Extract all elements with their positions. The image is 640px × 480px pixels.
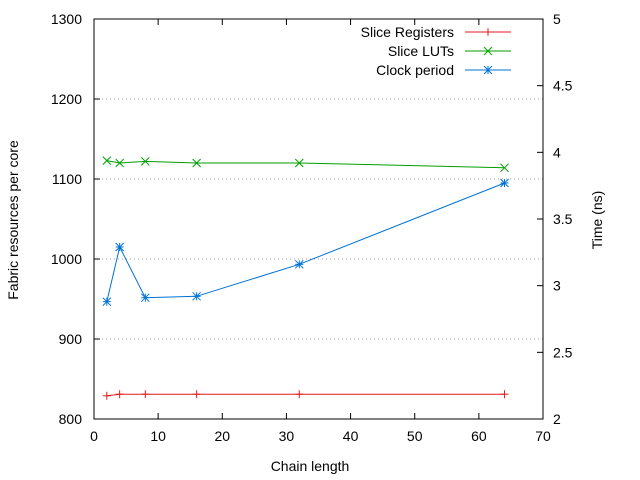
x-axis-label: Chain length xyxy=(271,458,350,474)
data-point-clock-period xyxy=(294,259,304,269)
legend-label-clock-period: Clock period xyxy=(376,62,454,78)
y-tick-label: 1100 xyxy=(52,171,82,187)
series-line-slice-luts xyxy=(106,160,505,169)
x-tick-label: 50 xyxy=(407,428,423,444)
y2-tick-label: 3.5 xyxy=(553,211,573,227)
y-tick-label: 1200 xyxy=(51,91,82,107)
y2-tick-label: 2 xyxy=(553,411,561,427)
data-point-slice-luts xyxy=(500,163,509,173)
y-tick-label: 1300 xyxy=(51,11,82,27)
data-point-slice-registers xyxy=(500,390,509,399)
y2-axis-label: Time (ns) xyxy=(589,191,605,250)
data-point-clock-period xyxy=(102,297,112,307)
y2-tick-label: 2.5 xyxy=(553,344,573,360)
x-tick-label: 60 xyxy=(471,428,487,444)
x-tick-label: 20 xyxy=(214,428,230,444)
legend: Slice Registers Slice LUTs Clock period xyxy=(361,24,511,78)
data-point-clock-period xyxy=(500,178,509,188)
data-point-slice-registers xyxy=(102,391,111,400)
data-point-clock-period xyxy=(115,242,125,252)
data-point-slice-luts xyxy=(102,156,112,165)
y-axis-label: Fabric resources per core xyxy=(5,140,21,300)
y2-tick-label: 4.5 xyxy=(553,78,573,94)
data-point-slice-luts xyxy=(192,158,201,168)
y2-tick-label: 5 xyxy=(553,11,561,27)
x-tick-label: 40 xyxy=(343,428,359,444)
legend-marker-slice-registers xyxy=(484,28,492,36)
data-point-clock-period xyxy=(140,293,150,303)
x-tick-label: 30 xyxy=(279,428,295,444)
y-tick-label: 1000 xyxy=(51,251,82,267)
series-line-slice-registers xyxy=(106,393,505,397)
legend-label-slice-luts: Slice LUTs xyxy=(388,43,454,59)
legend-label-slice-registers: Slice Registers xyxy=(361,24,454,40)
x-tick-label: 10 xyxy=(150,428,166,444)
plot-frame xyxy=(93,18,544,420)
y2-tick-label: 3 xyxy=(553,278,561,294)
data-point-slice-luts xyxy=(115,158,125,168)
legend-marker-clock-period xyxy=(483,65,493,75)
y-tick-label: 800 xyxy=(59,411,83,427)
data-point-clock-period xyxy=(192,291,201,301)
y-tick-label: 900 xyxy=(59,331,83,347)
data-point-slice-luts xyxy=(140,157,150,166)
legend-marker-slice-luts xyxy=(483,46,493,56)
data-point-slice-registers xyxy=(295,390,304,399)
series-layer xyxy=(102,156,509,400)
series-line-clock-period xyxy=(106,182,505,302)
data-point-slice-registers xyxy=(115,390,124,399)
x-tick-label: 0 xyxy=(90,428,98,444)
x-tick-label: 70 xyxy=(535,428,551,444)
data-point-slice-registers xyxy=(192,390,201,399)
grid-lines xyxy=(94,98,543,340)
y2-tick-label: 4 xyxy=(553,144,561,160)
data-point-slice-luts xyxy=(294,158,304,168)
data-point-slice-registers xyxy=(141,390,150,399)
